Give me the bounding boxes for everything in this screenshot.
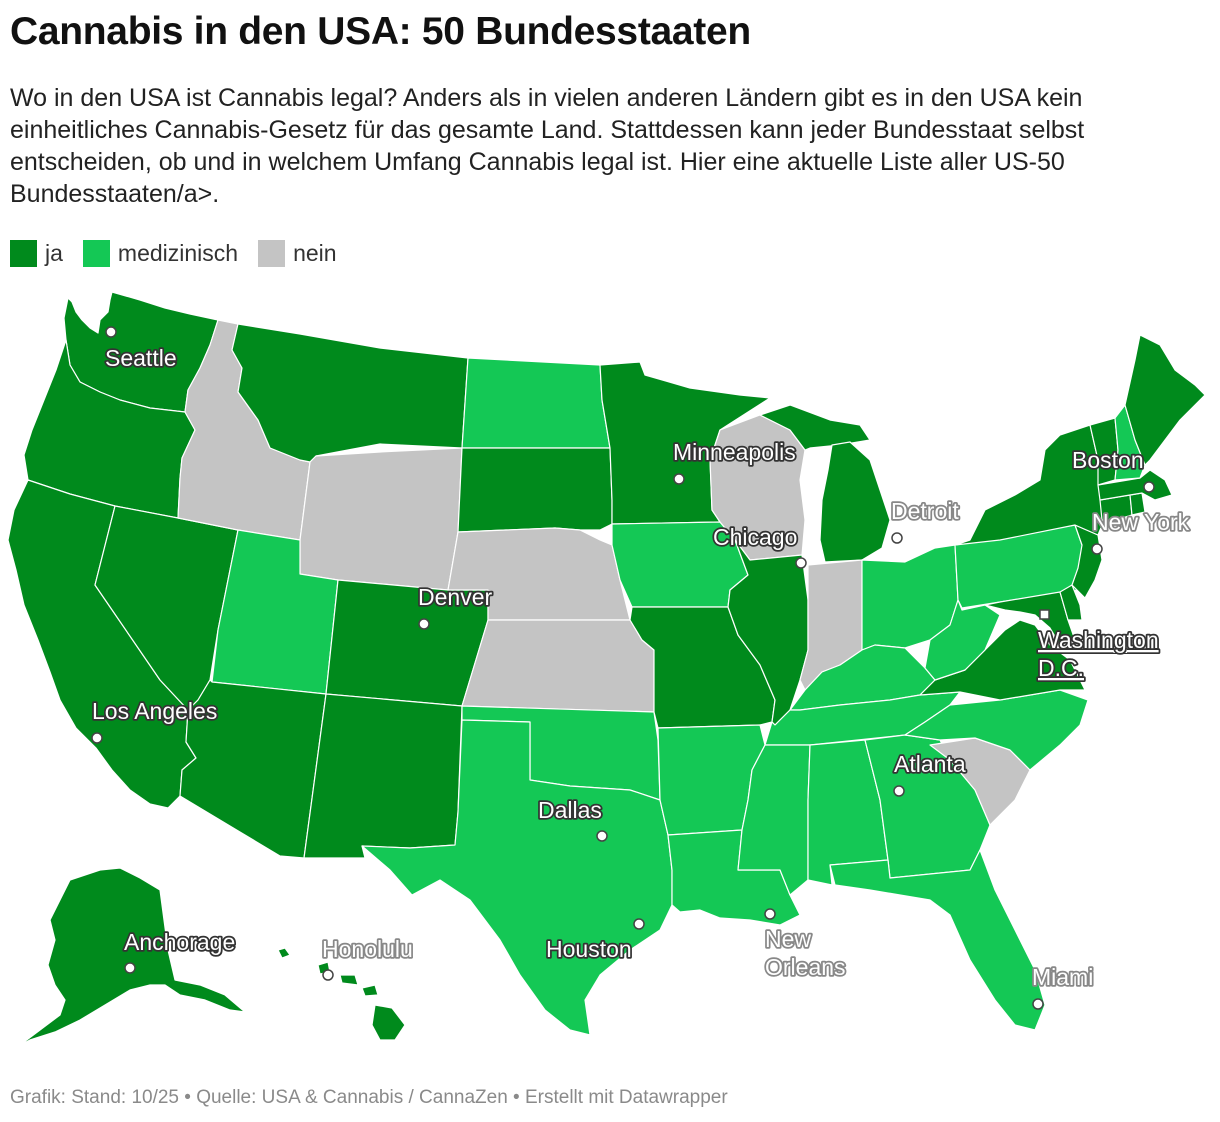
state-texas[interactable]: [361, 719, 673, 1036]
city-label-boston: Boston: [1072, 447, 1144, 473]
city-label-new-orleans-line2: Orleans: [765, 954, 846, 980]
city-label-detroit: Detroit: [891, 498, 959, 524]
city-marker-detroit: [891, 532, 903, 544]
city-label-dc: D.C.: [1038, 655, 1084, 681]
city-marker-dallas: [596, 830, 608, 842]
state-michigan[interactable]: [819, 441, 891, 563]
city-marker-atlanta: [893, 785, 905, 797]
city-label-seattle: Seattle: [105, 345, 177, 371]
city-marker-houston: [633, 918, 645, 930]
city-marker-chicago: [795, 557, 807, 569]
chart-title: Cannabis in den USA: 50 Bundesstaaten: [10, 10, 751, 53]
city-label-chicago: Chicago: [713, 524, 797, 550]
legend-label-ja: ja: [45, 240, 63, 266]
city-marker-seattle: [105, 326, 117, 338]
usa-map: Seattle Los Angeles Denver Minneapolis C…: [7, 291, 1206, 1046]
city-label-new-orleans-line1: New: [765, 926, 811, 952]
state-hawaii[interactable]: [277, 947, 406, 1041]
city-label-minneapolis: Minneapolis: [673, 439, 796, 465]
city-marker-honolulu: [322, 969, 334, 981]
state-wyoming[interactable]: [299, 447, 463, 591]
legend: ja medizinisch nein: [10, 240, 357, 267]
state-newmexico[interactable]: [303, 693, 463, 859]
state-delaware[interactable]: [1059, 584, 1083, 621]
legend-swatch-medizinisch: [82, 240, 110, 267]
state-maine[interactable]: [1124, 334, 1206, 466]
city-label-houston: Houston: [546, 936, 632, 962]
legend-item-medizinisch: medizinisch: [82, 240, 239, 267]
legend-item-ja: ja: [10, 240, 63, 267]
state-michigan-upper[interactable]: [759, 404, 871, 451]
state-florida[interactable]: [829, 849, 1046, 1031]
city-label-denver: Denver: [418, 584, 492, 610]
city-marker-denver: [418, 618, 430, 630]
source-footer: Grafik: Stand: 10/25 • Quelle: USA & Can…: [10, 1087, 728, 1108]
state-alaska[interactable]: [19, 867, 246, 1046]
city-marker-new-york: [1091, 543, 1103, 555]
cities-layer: Seattle Los Angeles Denver Minneapolis C…: [90, 326, 1191, 1010]
state-southdakota[interactable]: [457, 447, 613, 533]
city-marker-minneapolis: [673, 473, 685, 485]
state-kansas[interactable]: [461, 619, 655, 713]
city-label-atlanta: Atlanta: [894, 751, 966, 777]
legend-label-nein: nein: [293, 240, 337, 266]
state-newjersey[interactable]: [1071, 524, 1103, 599]
city-marker-boston: [1143, 481, 1155, 493]
city-label-new-york: New York: [1092, 509, 1190, 535]
city-label-miami: Miami: [1032, 964, 1093, 990]
city-marker-new-orleans: [764, 908, 776, 920]
chart-description: Wo in den USA ist Cannabis legal? Anders…: [10, 84, 1085, 208]
city-label-dallas: Dallas: [538, 797, 602, 823]
legend-swatch-nein: [258, 240, 286, 267]
state-montana[interactable]: [231, 323, 469, 463]
state-northdakota[interactable]: [461, 357, 611, 449]
city-marker-miami: [1032, 998, 1044, 1010]
city-marker-washington-dc: [1039, 609, 1050, 620]
city-label-anchorage: Anchorage: [124, 929, 235, 955]
state-northcarolina[interactable]: [904, 689, 1089, 771]
city-marker-anchorage: [124, 962, 136, 974]
city-label-washington: Washington: [1038, 627, 1159, 653]
legend-label-medizinisch: medizinisch: [117, 240, 239, 266]
city-marker-los-angeles: [91, 732, 103, 744]
legend-item-nein: nein: [258, 240, 337, 267]
state-westvirginia[interactable]: [924, 599, 1001, 681]
state-massachusetts[interactable]: [1097, 469, 1173, 501]
states-layer: [7, 291, 1206, 1046]
city-label-los-angeles: Los Angeles: [92, 698, 217, 724]
state-newyork[interactable]: [954, 424, 1106, 546]
city-label-honolulu: Honolulu: [322, 936, 413, 962]
state-maryland[interactable]: [984, 591, 1076, 646]
legend-swatch-ja: [10, 240, 37, 267]
state-arizona[interactable]: [179, 679, 327, 859]
